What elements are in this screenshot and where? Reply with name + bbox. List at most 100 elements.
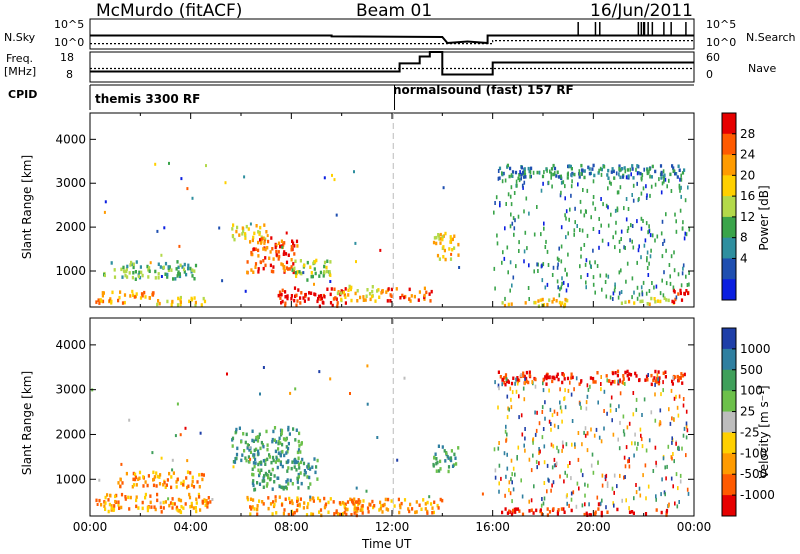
echo-cell bbox=[286, 450, 289, 454]
echo-cell bbox=[331, 173, 333, 177]
echo-cell bbox=[580, 468, 582, 473]
echo-cell bbox=[284, 295, 287, 299]
echo-cell bbox=[676, 374, 679, 379]
echo-cell bbox=[640, 285, 643, 290]
echo-cell bbox=[534, 300, 537, 305]
echo-cell bbox=[671, 299, 674, 304]
echo-cell bbox=[646, 302, 649, 306]
echo-cell bbox=[523, 167, 526, 171]
echo-cell bbox=[293, 298, 296, 303]
echo-cell bbox=[685, 421, 688, 426]
echo-cell bbox=[175, 480, 178, 484]
echo-cell bbox=[378, 295, 381, 299]
echo-cell bbox=[306, 278, 309, 282]
echo-cell bbox=[428, 292, 431, 296]
echo-cell bbox=[675, 472, 678, 477]
echo-cell bbox=[309, 497, 312, 502]
colorbar-swatch bbox=[722, 348, 736, 371]
echo-cell bbox=[586, 233, 589, 238]
echo-cell bbox=[290, 499, 293, 503]
echo-cell bbox=[106, 493, 109, 497]
echo-cell bbox=[650, 373, 653, 378]
velocity-panel-sparse-echoes bbox=[91, 364, 690, 511]
echo-cell bbox=[263, 479, 266, 483]
echo-cell bbox=[433, 456, 436, 460]
echo-cell bbox=[626, 425, 629, 430]
echo-cell bbox=[541, 410, 544, 414]
echo-cell bbox=[243, 449, 246, 453]
echo-cell bbox=[503, 451, 506, 456]
echo-cell bbox=[249, 457, 252, 461]
echo-cell bbox=[182, 483, 185, 487]
echo-cell bbox=[294, 294, 297, 298]
echo-cell bbox=[678, 168, 681, 172]
echo-cell bbox=[163, 481, 166, 485]
echo-cell bbox=[329, 301, 333, 305]
echo-cell bbox=[563, 377, 566, 381]
echo-cell bbox=[631, 224, 634, 228]
echo-cell bbox=[509, 166, 512, 171]
echo-cell bbox=[308, 475, 311, 480]
echo-cell bbox=[279, 453, 282, 458]
echo-cell bbox=[511, 221, 514, 226]
echo-cell bbox=[622, 374, 625, 378]
echo-cell bbox=[646, 378, 649, 382]
echo-cell bbox=[584, 433, 587, 438]
echo-cell bbox=[624, 464, 627, 469]
echo-cell bbox=[578, 486, 580, 491]
echo-cell bbox=[146, 508, 149, 513]
echo-cell bbox=[506, 432, 508, 437]
echo-cell bbox=[675, 229, 678, 234]
echo-cell bbox=[241, 453, 244, 457]
velocity-panel-echo-region bbox=[95, 492, 212, 515]
echo-cell bbox=[171, 506, 174, 510]
echo-cell bbox=[534, 432, 537, 437]
echo-cell bbox=[253, 231, 256, 236]
echo-cell bbox=[262, 459, 265, 463]
echo-cell bbox=[268, 453, 271, 457]
echo-cell bbox=[626, 373, 629, 378]
echo-cell bbox=[621, 167, 624, 171]
echo-cell bbox=[639, 493, 642, 498]
echo-cell bbox=[231, 234, 235, 239]
echo-cell bbox=[449, 237, 452, 242]
echo-cell bbox=[521, 512, 525, 517]
echo-cell bbox=[564, 213, 566, 218]
echo-cell bbox=[297, 486, 300, 490]
echo-cell bbox=[274, 449, 277, 454]
echo-cell bbox=[542, 501, 545, 506]
echo-cell bbox=[628, 421, 631, 426]
echo-cell bbox=[269, 502, 273, 506]
echo-cell bbox=[167, 497, 170, 501]
echo-cell bbox=[618, 404, 620, 409]
echo-cell bbox=[626, 168, 629, 172]
echo-cell bbox=[288, 496, 291, 501]
echo-cell bbox=[603, 426, 605, 431]
echo-cell bbox=[506, 511, 509, 515]
power-panel-echo-region bbox=[671, 288, 690, 304]
echo-cell bbox=[269, 477, 272, 481]
echo-cell bbox=[274, 460, 277, 464]
echo-cell bbox=[523, 180, 526, 185]
echo-cell bbox=[611, 167, 614, 171]
echo-cell bbox=[493, 447, 496, 452]
echo-cell bbox=[319, 270, 322, 275]
echo-cell bbox=[512, 487, 515, 492]
echo-cell bbox=[252, 439, 255, 443]
echo-cell bbox=[554, 171, 556, 176]
echo-cell bbox=[506, 415, 509, 420]
echo-cell bbox=[251, 238, 254, 243]
echo-cell bbox=[307, 464, 310, 468]
echo-cell bbox=[114, 494, 117, 499]
echo-cell bbox=[585, 258, 588, 263]
echo-cell bbox=[275, 440, 278, 444]
echo-cell bbox=[625, 279, 627, 284]
echo-cell bbox=[685, 409, 688, 414]
echo-cell bbox=[546, 513, 549, 517]
echo-cell bbox=[257, 452, 260, 456]
echo-cell bbox=[505, 438, 507, 443]
echo-cell bbox=[164, 500, 167, 504]
echo-cell bbox=[156, 492, 159, 497]
echo-cell bbox=[450, 458, 453, 463]
